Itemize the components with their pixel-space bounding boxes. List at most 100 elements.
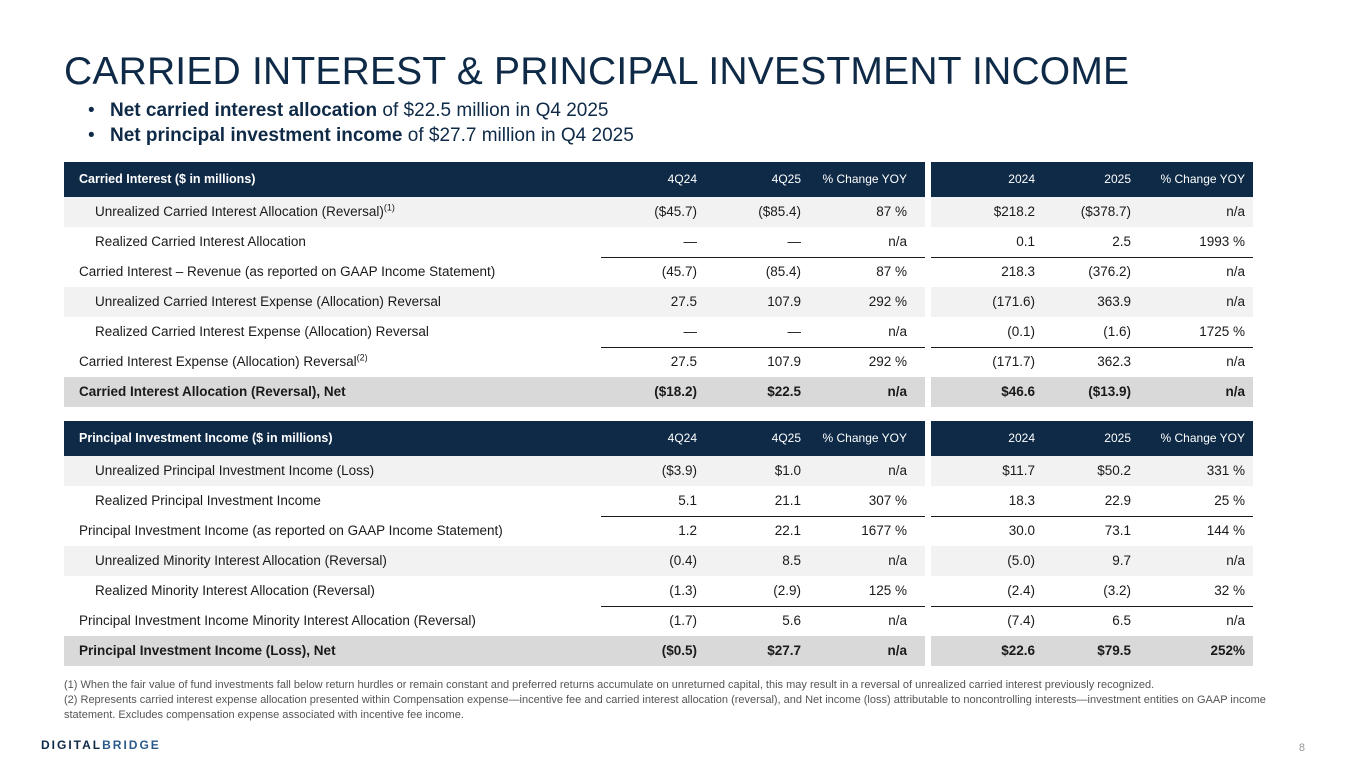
- carried-header-row: Carried Interest ($ in millions) 4Q24 4Q25…: [64, 162, 1253, 197]
- table-row: Carried Interest – Revenue (as reported …: [64, 257, 1253, 287]
- cell-value: (1.3): [669, 583, 697, 598]
- cell-value: 18.3: [1008, 493, 1035, 508]
- cell-value: n/a: [888, 234, 907, 249]
- cell-value: n/a: [1226, 294, 1245, 309]
- table-row: Unrealized Principal Investment Income (…: [64, 456, 1253, 486]
- cell-value: ($45.7): [654, 204, 697, 219]
- cell-value: 5.6: [782, 613, 801, 628]
- cell-value: n/a: [1226, 553, 1245, 568]
- cell-value: $1.0: [774, 463, 801, 478]
- cell-value: n/a: [887, 643, 907, 658]
- cell-value: 21.1: [774, 493, 801, 508]
- row-label-text: Unrealized Minority Interest Allocation …: [95, 553, 387, 568]
- cell-value: (2.4): [1007, 583, 1035, 598]
- table-row: Carried Interest Expense (Allocation) Re…: [64, 347, 1253, 377]
- row-label: Realized Minority Interest Allocation (R…: [64, 576, 601, 606]
- summary-bullets: Net carried interest allocation of $22.5…: [88, 98, 634, 148]
- row-label-text: Principal Investment Income (Loss), Net: [79, 643, 336, 658]
- cell-value: $218.2: [993, 204, 1035, 219]
- row-label-text: Realized Carried Interest Expense (Alloc…: [95, 324, 429, 339]
- cell-value: $11.7: [1002, 463, 1035, 478]
- row-label: Realized Principal Investment Income: [64, 486, 601, 516]
- table-row: Principal Investment Income (Loss), Net (…: [64, 636, 1253, 666]
- cell-value: n/a: [1226, 264, 1245, 279]
- cell-value: (171.6): [992, 294, 1035, 309]
- cell-value: ($13.9): [1088, 384, 1131, 399]
- row-label-text: Principal Investment Income (as reported…: [79, 523, 503, 538]
- table-row: Principal Investment Income (as reported…: [64, 516, 1253, 546]
- cell-value: 1677 %: [861, 523, 907, 538]
- cell-value: —: [787, 234, 802, 249]
- cell-value: n/a: [1226, 354, 1245, 369]
- row-label-text: Carried Interest Expense (Allocation) Re…: [79, 354, 357, 369]
- cell-value: 0.1: [1016, 234, 1035, 249]
- principal-column-header: 2025: [1104, 431, 1131, 445]
- cell-value: 218.3: [1001, 264, 1035, 279]
- cell-value: ($378.7): [1080, 204, 1131, 219]
- cell-value: 6.5: [1112, 613, 1131, 628]
- footnote-ref: (2): [356, 352, 368, 363]
- principal-header-label: Principal Investment Income ($ in millio…: [79, 431, 333, 445]
- cell-value: 9.7: [1112, 553, 1131, 568]
- cell-value: n/a: [888, 463, 907, 478]
- carried-column-header: 2025: [1104, 172, 1131, 186]
- footnotes: (1) When the fair value of fund investme…: [64, 678, 1314, 723]
- cell-value: 8.5: [782, 553, 801, 568]
- cell-value: (1.6): [1103, 324, 1131, 339]
- cell-value: (0.4): [669, 553, 697, 568]
- cell-value: 87 %: [876, 204, 907, 219]
- cell-value: 307 %: [868, 493, 907, 508]
- row-label: Principal Investment Income Minority Int…: [64, 606, 601, 636]
- cell-value: 252%: [1210, 643, 1245, 658]
- page-number: 8: [1298, 742, 1305, 754]
- cell-value: 1725 %: [1199, 324, 1245, 339]
- cell-value: ($3.9): [661, 463, 697, 478]
- row-label: Realized Carried Interest Allocation: [64, 227, 601, 257]
- footnote-ref: (1): [383, 202, 395, 213]
- cell-value: 1993 %: [1199, 234, 1245, 249]
- cell-value: 292 %: [868, 294, 907, 309]
- principal-column-header: 4Q24: [667, 431, 697, 445]
- cell-value: $27.7: [767, 643, 801, 658]
- row-label: Unrealized Carried Interest Expense (All…: [64, 287, 601, 317]
- cell-value: (0.1): [1007, 324, 1035, 339]
- row-label: Principal Investment Income (as reported…: [64, 516, 601, 546]
- cell-value: 292 %: [868, 354, 907, 369]
- carried-column-header: 4Q25: [771, 172, 801, 186]
- carried-column-header: % Change YOY: [1160, 172, 1246, 186]
- row-label: Unrealized Minority Interest Allocation …: [64, 546, 601, 576]
- cell-value: $22.5: [767, 384, 801, 399]
- cell-value: 27.5: [670, 294, 697, 309]
- row-label-text: Realized Minority Interest Allocation (R…: [95, 583, 375, 598]
- table-row: Principal Investment Income Minority Int…: [64, 606, 1253, 636]
- cell-value: 30.0: [1008, 523, 1035, 538]
- carried-column-header: % Change YOY: [822, 172, 908, 186]
- table-row: Carried Interest Allocation (Reversal), …: [64, 377, 1253, 407]
- carried-column-header: 2024: [1008, 172, 1035, 186]
- cell-value: 107.9: [767, 294, 801, 309]
- cell-value: 27.5: [670, 354, 697, 369]
- cell-value: —: [683, 324, 698, 339]
- row-label-text: Unrealized Carried Interest Expense (All…: [95, 294, 441, 309]
- cell-value: 362.3: [1097, 354, 1131, 369]
- row-label-text: Carried Interest Allocation (Reversal), …: [79, 384, 346, 399]
- table-row: Realized Carried Interest Expense (Alloc…: [64, 317, 1253, 347]
- cell-value: 331 %: [1206, 463, 1245, 478]
- cell-value: (45.7): [661, 264, 697, 279]
- row-label-text: Unrealized Carried Interest Allocation (…: [95, 204, 384, 219]
- row-label-text: Realized Principal Investment Income: [95, 493, 321, 508]
- cell-value: n/a: [888, 324, 907, 339]
- page-title: CARRIED INTEREST & PRINCIPAL INVESTMENT …: [64, 50, 1130, 93]
- footnote-1: (1) When the fair value of fund investme…: [64, 679, 1155, 691]
- cell-value: 25 %: [1214, 493, 1245, 508]
- bullet-carried: Net carried interest allocation of $22.5…: [88, 98, 634, 123]
- cell-value: 32 %: [1214, 583, 1245, 598]
- cell-value: 144 %: [1206, 523, 1245, 538]
- cell-value: ($18.2): [654, 384, 697, 399]
- table-row: Unrealized Carried Interest Expense (All…: [64, 287, 1253, 317]
- cell-value: (171.7): [992, 354, 1035, 369]
- footnote-2: (2) Represents carried interest expense …: [64, 694, 1266, 721]
- carried-column-header: 4Q24: [667, 172, 697, 186]
- cell-value: n/a: [887, 384, 907, 399]
- row-label: Unrealized Carried Interest Allocation (…: [64, 197, 601, 227]
